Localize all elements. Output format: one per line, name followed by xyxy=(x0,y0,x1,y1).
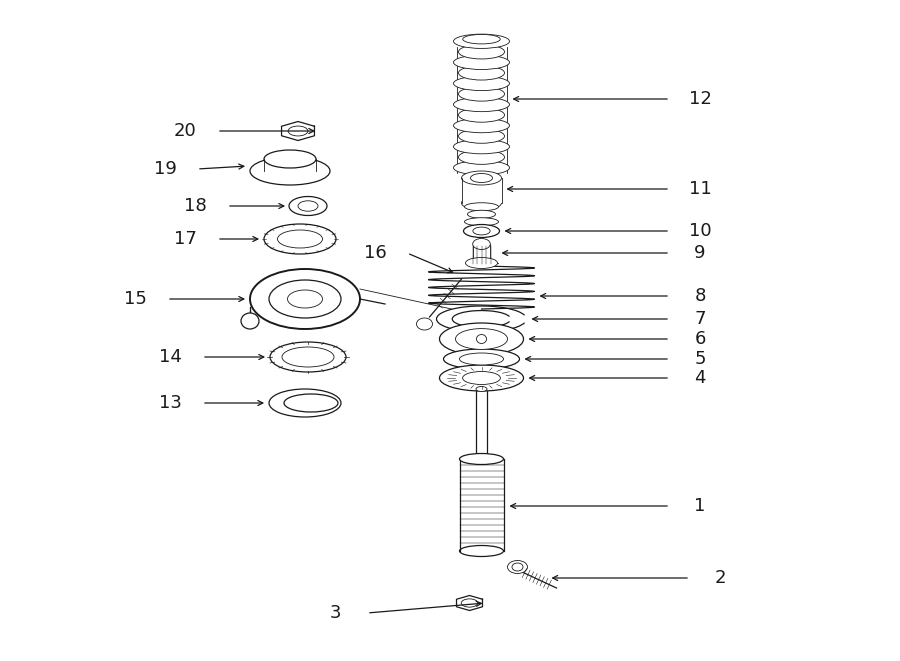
Ellipse shape xyxy=(461,599,478,607)
Text: 18: 18 xyxy=(184,197,206,215)
Ellipse shape xyxy=(512,563,523,571)
Text: 10: 10 xyxy=(688,222,711,240)
Text: 9: 9 xyxy=(694,244,706,262)
Ellipse shape xyxy=(454,34,509,48)
Text: 15: 15 xyxy=(123,290,147,308)
Ellipse shape xyxy=(284,394,338,412)
Text: 7: 7 xyxy=(694,310,706,328)
Text: 5: 5 xyxy=(694,350,706,368)
Ellipse shape xyxy=(282,347,334,367)
Ellipse shape xyxy=(458,87,505,101)
Ellipse shape xyxy=(465,258,498,268)
Ellipse shape xyxy=(264,224,336,254)
Ellipse shape xyxy=(289,196,327,215)
Text: 12: 12 xyxy=(688,90,711,108)
Text: 8: 8 xyxy=(694,287,706,305)
Text: 4: 4 xyxy=(694,369,706,387)
Ellipse shape xyxy=(464,217,499,226)
Bar xyxy=(462,178,501,203)
Ellipse shape xyxy=(269,280,341,318)
Ellipse shape xyxy=(476,387,487,391)
Ellipse shape xyxy=(460,545,503,557)
Ellipse shape xyxy=(508,561,527,574)
Ellipse shape xyxy=(454,139,509,154)
Text: 6: 6 xyxy=(694,330,706,348)
Ellipse shape xyxy=(458,108,505,122)
Ellipse shape xyxy=(458,65,505,80)
Ellipse shape xyxy=(454,97,509,112)
Ellipse shape xyxy=(472,227,490,235)
Ellipse shape xyxy=(460,353,503,365)
Text: 16: 16 xyxy=(364,244,386,262)
Ellipse shape xyxy=(439,323,524,355)
Ellipse shape xyxy=(454,118,509,133)
Ellipse shape xyxy=(476,334,487,344)
Ellipse shape xyxy=(454,76,509,91)
Bar xyxy=(460,459,503,551)
Ellipse shape xyxy=(277,230,322,248)
Text: 3: 3 xyxy=(329,604,341,622)
Ellipse shape xyxy=(463,371,500,385)
Ellipse shape xyxy=(270,342,346,372)
Text: 2: 2 xyxy=(715,569,725,587)
Ellipse shape xyxy=(462,196,501,210)
Ellipse shape xyxy=(463,34,500,44)
Text: 20: 20 xyxy=(174,122,196,140)
Ellipse shape xyxy=(264,150,316,168)
Text: 1: 1 xyxy=(694,497,706,515)
Ellipse shape xyxy=(458,150,505,165)
Ellipse shape xyxy=(460,453,503,465)
Ellipse shape xyxy=(439,365,524,391)
Ellipse shape xyxy=(467,210,496,218)
Ellipse shape xyxy=(287,290,322,308)
Ellipse shape xyxy=(462,171,501,185)
Ellipse shape xyxy=(250,269,360,329)
Text: 13: 13 xyxy=(158,394,182,412)
Polygon shape xyxy=(282,122,314,141)
Ellipse shape xyxy=(269,389,341,417)
Ellipse shape xyxy=(298,201,318,212)
Text: 11: 11 xyxy=(688,180,711,198)
Ellipse shape xyxy=(458,45,505,59)
Ellipse shape xyxy=(288,126,308,136)
Ellipse shape xyxy=(455,329,508,350)
Text: 17: 17 xyxy=(174,230,196,248)
Ellipse shape xyxy=(467,225,496,233)
Ellipse shape xyxy=(454,56,509,69)
Ellipse shape xyxy=(250,157,330,185)
Polygon shape xyxy=(456,596,482,611)
Text: 19: 19 xyxy=(154,160,176,178)
Ellipse shape xyxy=(458,129,505,143)
Ellipse shape xyxy=(417,318,433,330)
Ellipse shape xyxy=(471,173,492,182)
Ellipse shape xyxy=(454,161,509,175)
Ellipse shape xyxy=(241,313,259,329)
Ellipse shape xyxy=(444,349,519,369)
Ellipse shape xyxy=(464,203,499,211)
Text: 14: 14 xyxy=(158,348,182,366)
Ellipse shape xyxy=(472,239,490,249)
Ellipse shape xyxy=(464,225,500,237)
